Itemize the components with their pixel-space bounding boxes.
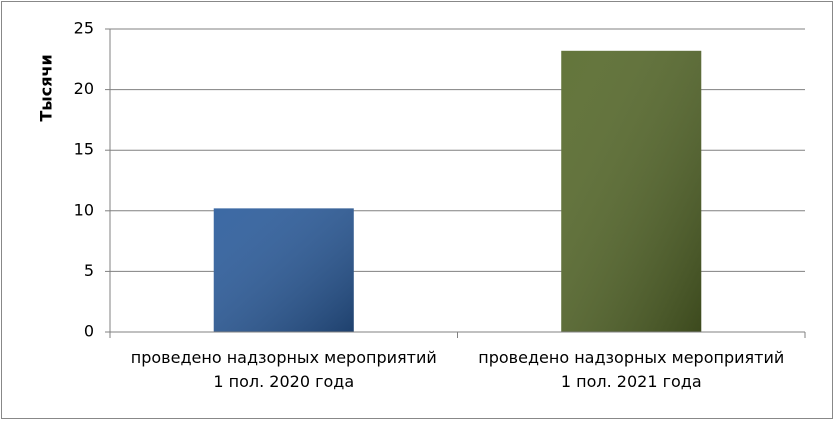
y-tick-label: 15 xyxy=(74,140,94,159)
bar-shade xyxy=(561,50,702,332)
x-tick-label: проведено надзорных мероприятий 1 пол. 2… xyxy=(130,348,437,391)
y-tick-label: 5 xyxy=(84,261,94,280)
y-tick-label: 0 xyxy=(84,322,94,341)
y-tick-label: 10 xyxy=(74,200,94,219)
bar-shade xyxy=(213,208,354,332)
x-tick-label: проведено надзорных мероприятий 1 пол. 2… xyxy=(478,348,785,391)
y-axis-label: Тысячи xyxy=(37,54,56,121)
y-tick-label: 20 xyxy=(74,79,94,98)
y-tick-label: 25 xyxy=(74,19,94,38)
